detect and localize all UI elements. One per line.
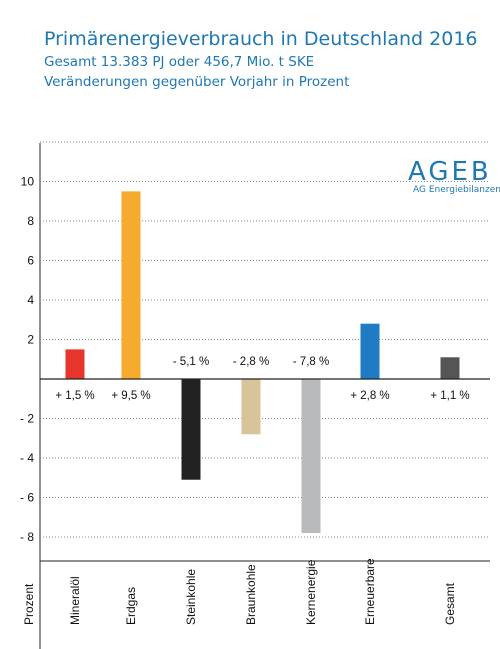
category-label: Steinkohle: [184, 569, 198, 625]
chart-title: Primärenergieverbrauch in Deutschland 20…: [44, 28, 478, 50]
category-label: Erneuerbare: [363, 558, 377, 625]
bar-kernenergie: [301, 379, 321, 534]
bar-erdgas: [121, 191, 141, 379]
bar-braunkohle: [241, 379, 261, 435]
y-tick-label: 10: [21, 175, 35, 189]
category-label: Braunkohle: [244, 564, 258, 625]
data-label: + 9,5 %: [111, 390, 150, 402]
category-label: Gesamt: [443, 582, 457, 625]
y-tick-label: 8: [27, 214, 34, 228]
y-tick-label: - 4: [20, 451, 34, 465]
bar-erneuerbare: [360, 323, 380, 379]
bar-steinkohle: [181, 379, 201, 480]
bar-mineralöl: [65, 349, 85, 379]
ageb-logo-subtitle: AG Energiebilanzen e.V.: [413, 185, 500, 195]
bar-gesamt: [440, 357, 460, 379]
category-label: Erdgas: [124, 587, 138, 625]
data-label: + 2,8 %: [350, 390, 389, 402]
y-tick-label: - 2: [20, 412, 34, 426]
chart-subtitle-total: Gesamt 13.383 PJ oder 456,7 Mio. t SKE: [44, 54, 315, 70]
data-label: - 7,8 %: [293, 356, 329, 368]
y-tick-label: 4: [27, 293, 34, 307]
y-tick-label: 2: [27, 333, 34, 347]
x-axis-unit-label: Prozent: [22, 583, 36, 625]
y-tick-label: - 6: [20, 491, 34, 505]
data-label: + 1,1 %: [430, 390, 469, 402]
category-label: Kernenergie: [304, 559, 318, 625]
y-tick-label: 6: [27, 254, 34, 268]
data-label: + 1,5 %: [55, 390, 94, 402]
category-label: Mineralöl: [68, 576, 82, 625]
data-label: - 5,1 %: [173, 356, 209, 368]
chart-subtitle-change: Veränderungen gegenüber Vorjahr in Proze…: [44, 74, 350, 90]
y-tick-label: - 8: [20, 530, 34, 544]
data-label: - 2,8 %: [233, 356, 269, 368]
